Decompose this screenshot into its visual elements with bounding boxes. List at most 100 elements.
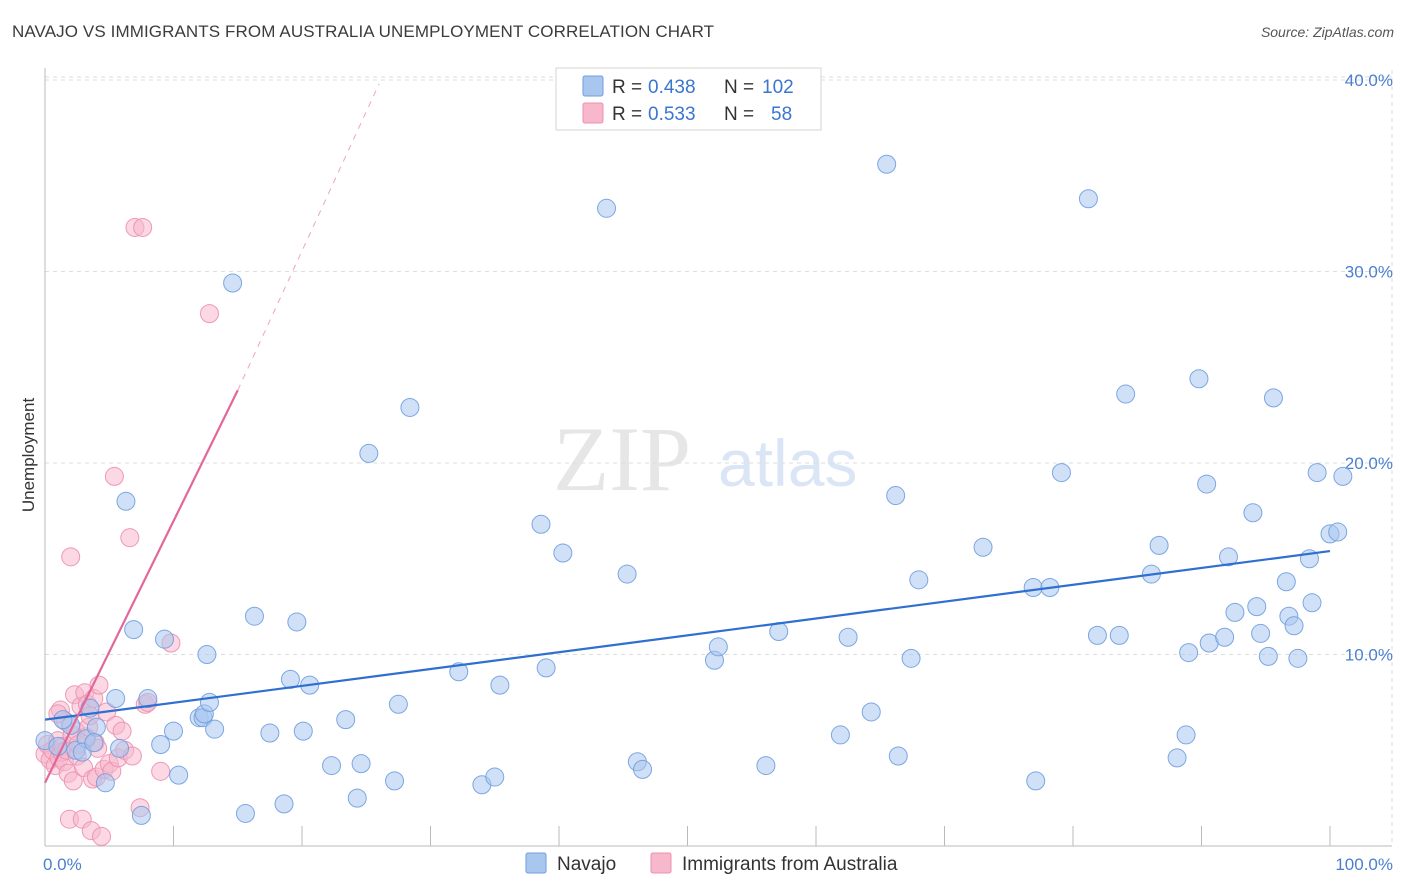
legend-australia-swatch (650, 852, 672, 874)
y-axis-title: Unemployment (19, 398, 38, 513)
navajo-point (359, 443, 379, 463)
axes (44, 68, 1392, 847)
navajo-point (155, 629, 175, 649)
navajo-point (235, 803, 255, 823)
navajo-point (169, 765, 189, 785)
australia-point (92, 826, 112, 846)
navajo-n-value: 102 (762, 77, 794, 98)
navajo-point (1247, 597, 1267, 617)
navajo-point (1179, 643, 1199, 663)
navajo-point (1258, 646, 1278, 666)
navajo-point (1251, 623, 1271, 643)
navajo-point (490, 675, 510, 695)
trend-lines (44, 83, 1331, 784)
legend-australia-label: Immigrants from Australia (682, 854, 898, 875)
australia-n-value: 58 (771, 104, 792, 125)
navajo-point (48, 736, 68, 756)
navajo-point (531, 514, 551, 534)
source-label: Source: ZipAtlas.com (1260, 24, 1394, 40)
navajo-trend-line (44, 549, 1331, 721)
australia-r-value: 0.533 (648, 104, 696, 125)
y-tick-label: 40.0% (1345, 71, 1393, 90)
series-navajo-points (35, 154, 1353, 825)
navajo-point (1328, 522, 1348, 542)
navajo-point (1288, 648, 1308, 668)
navajo-point (973, 537, 993, 557)
navajo-point (400, 397, 420, 417)
navajo-point (1167, 748, 1187, 768)
navajo-point (633, 759, 653, 779)
x-tick-label-max: 100.0% (1335, 855, 1393, 874)
navajo-point (1218, 547, 1238, 567)
navajo-point (888, 746, 908, 766)
series-legend: Navajo Immigrants from Australia (525, 852, 898, 875)
navajo-point (1026, 771, 1046, 791)
australia-point (104, 466, 124, 486)
navajo-point (1197, 474, 1217, 494)
navajo-point (838, 627, 858, 647)
navajo-point (756, 756, 776, 776)
navajo-point (617, 564, 637, 584)
navajo-point (151, 735, 171, 755)
australia-point (199, 304, 219, 324)
legend-navajo-label: Navajo (557, 854, 616, 875)
navajo-point (124, 620, 144, 640)
navajo-point (909, 570, 929, 590)
navajo-point (1225, 602, 1245, 622)
navajo-point (347, 788, 367, 808)
navajo-point (385, 771, 405, 791)
navajo-swatch (582, 75, 604, 97)
navajo-point (84, 733, 104, 753)
navajo-point (205, 719, 225, 739)
navajo-point (1333, 466, 1353, 486)
navajo-point (223, 273, 243, 293)
navajo-point (877, 154, 897, 174)
navajo-point (708, 637, 728, 657)
stats-legend: R = 0.438 N = 102 R = 0.533 N = 58 (555, 67, 822, 131)
navajo-point (197, 645, 217, 664)
navajo-point (1189, 369, 1209, 389)
navajo-point (1149, 535, 1169, 555)
y-tick-label: 30.0% (1345, 263, 1393, 282)
navajo-point (1176, 725, 1196, 745)
navajo-point (1109, 625, 1129, 645)
navajo-point (1243, 503, 1263, 523)
navajo-point (199, 692, 219, 712)
navajo-point (53, 710, 73, 730)
navajo-point (597, 198, 617, 218)
navajo-r-label: R = (612, 77, 642, 98)
navajo-point (553, 543, 573, 563)
watermark-atlas: atlas (718, 426, 857, 500)
navajo-r-value: 0.438 (648, 77, 696, 98)
australia-point (151, 761, 171, 781)
navajo-point (106, 689, 126, 709)
navajo-point (1276, 572, 1296, 592)
navajo-point (260, 723, 280, 743)
australia-point (120, 528, 140, 548)
navajo-n-label: N = (724, 77, 754, 98)
navajo-point (1302, 593, 1322, 613)
navajo-point (485, 767, 505, 787)
navajo-point (274, 794, 294, 814)
australia-point (133, 217, 153, 237)
watermark-zip: ZIP (553, 408, 691, 510)
navajo-point (293, 721, 313, 741)
navajo-point (536, 658, 556, 678)
navajo-point (1263, 388, 1283, 408)
navajo-point (1023, 577, 1043, 597)
navajo-point (830, 725, 850, 745)
navajo-point (322, 756, 342, 776)
navajo-point (138, 689, 158, 709)
navajo-point (1284, 616, 1304, 636)
legend-navajo-swatch (525, 852, 547, 874)
navajo-point (1116, 384, 1136, 404)
navajo-point (1051, 463, 1071, 483)
navajo-point (164, 721, 183, 741)
y-tick-label: 20.0% (1345, 454, 1393, 473)
australia-r-label: R = (612, 104, 642, 125)
x-tick-labels: 0.0% 100.0% (43, 855, 1393, 874)
navajo-point (336, 710, 356, 730)
australia-swatch (582, 102, 604, 124)
australia-point (63, 771, 83, 791)
